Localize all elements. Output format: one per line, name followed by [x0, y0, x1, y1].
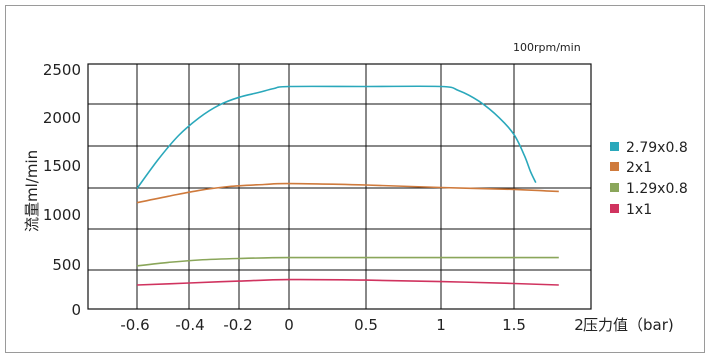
y-tick-label: 0 — [71, 301, 81, 319]
legend-label: 2x1 — [626, 160, 652, 176]
chart-annotation: 100rpm/min — [513, 41, 581, 54]
series-line-4 — [136, 278, 559, 286]
legend: 2.79x0.8 2x1 1.29x0.8 1x1 — [610, 140, 688, 218]
y-tick-label: 1000 — [43, 206, 81, 224]
legend-swatch — [610, 183, 619, 192]
legend-swatch — [610, 162, 619, 171]
x-tick-label: -0.6 — [120, 316, 149, 334]
chart-frame — [5, 5, 705, 353]
grid — [87, 63, 592, 310]
x-tick-label: 0 — [284, 316, 294, 334]
x-tick-label: 1 — [436, 316, 446, 334]
legend-swatch — [610, 204, 619, 213]
x-tick-label: 2 — [574, 316, 584, 334]
legend-label: 1.29x0.8 — [626, 181, 688, 197]
y-tick-label: 2500 — [43, 61, 81, 79]
legend-swatch — [610, 142, 619, 151]
y-tick-label: 2000 — [43, 109, 81, 127]
y-tick-label: 500 — [52, 256, 81, 274]
plot-border — [87, 63, 592, 310]
legend-label: 1x1 — [626, 202, 652, 218]
y-axis-title: 流量ml/min — [23, 150, 41, 232]
x-axis-title: 压力值（bar) — [583, 316, 674, 334]
x-tick-label: 0.5 — [354, 316, 378, 334]
series-line-2 — [136, 182, 559, 204]
series-layer — [136, 85, 559, 286]
x-tick-label: -0.4 — [175, 316, 204, 334]
series-line-3 — [136, 256, 559, 267]
series-line-1 — [136, 85, 537, 189]
x-tick-label: 1.5 — [502, 316, 526, 334]
legend-label: 2.79x0.8 — [626, 140, 688, 156]
x-tick-label: -0.2 — [223, 316, 252, 334]
y-tick-label: 1500 — [43, 157, 81, 175]
tick-labels: 0 500 1000 1500 2000 2500 -0.6 -0.4 -0.2 0 0.5 1 1.5… — [43, 61, 584, 334]
